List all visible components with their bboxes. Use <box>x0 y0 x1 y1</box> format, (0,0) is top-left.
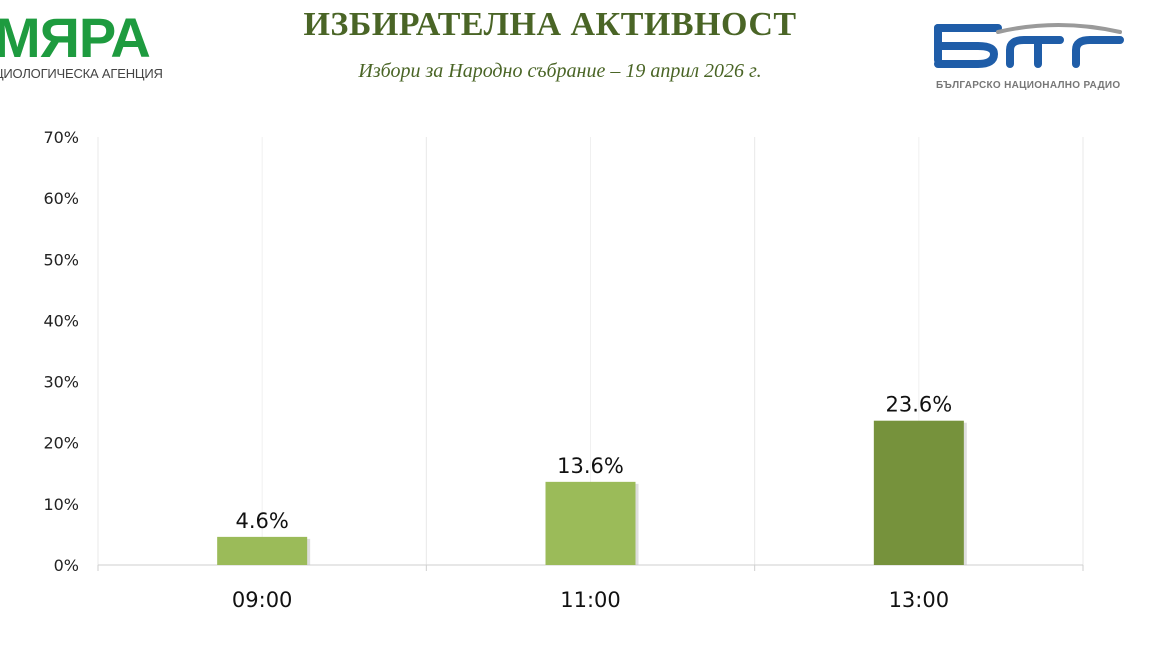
page-subtitle: Избори за Народно събрание – 19 април 20… <box>358 60 762 82</box>
myara-brand-text: МЯРА <box>0 6 151 69</box>
y-tick-label: 60% <box>43 189 79 208</box>
turnout-bar-chart: 0% 10% 20% 30% 40% 50% 60% 70% 4.6% 13.6% 23.6% 0… <box>43 128 1084 612</box>
y-tick-label: 20% <box>43 434 79 453</box>
y-tick-label: 50% <box>43 250 79 269</box>
y-axis: 0% 10% 20% 30% 40% 50% 60% 70% <box>43 128 79 575</box>
data-label: 4.6% <box>235 509 288 533</box>
x-tick-label: 11:00 <box>560 588 621 612</box>
y-tick-label: 70% <box>43 128 79 147</box>
x-tick-label: 13:00 <box>889 588 950 612</box>
bnr-logo: БЪЛГАРСКО НАЦИОНАЛНО РАДИО <box>928 20 1128 100</box>
bnr-logo-icon <box>934 23 1124 68</box>
y-tick-label: 10% <box>43 495 79 514</box>
chart-bars <box>217 420 967 565</box>
bnr-tagline: БЪЛГАРСКО НАЦИОНАЛНО РАДИО <box>936 80 1121 91</box>
x-tick-label: 09:00 <box>232 588 293 612</box>
bar-1300 <box>873 420 964 565</box>
y-tick-label: 40% <box>43 311 79 330</box>
chart-data-labels: 4.6% 13.6% 23.6% <box>235 393 952 533</box>
y-tick-label: 0% <box>54 556 79 575</box>
myara-logo: МЯРА ЦИОЛОГИЧЕСКА АГЕНЦИЯ <box>0 8 174 88</box>
page-title: ИЗБИРАТЕЛНА АКТИВНОСТ <box>303 6 797 43</box>
data-label: 23.6% <box>885 393 952 417</box>
myara-tagline: ЦИОЛОГИЧЕСКА АГЕНЦИЯ <box>0 66 163 81</box>
bar-0900 <box>217 536 308 565</box>
bar-1100 <box>545 481 636 565</box>
x-axis: 09:00 11:00 13:00 <box>232 588 949 612</box>
y-tick-label: 30% <box>43 373 79 392</box>
data-label: 13.6% <box>557 454 624 478</box>
